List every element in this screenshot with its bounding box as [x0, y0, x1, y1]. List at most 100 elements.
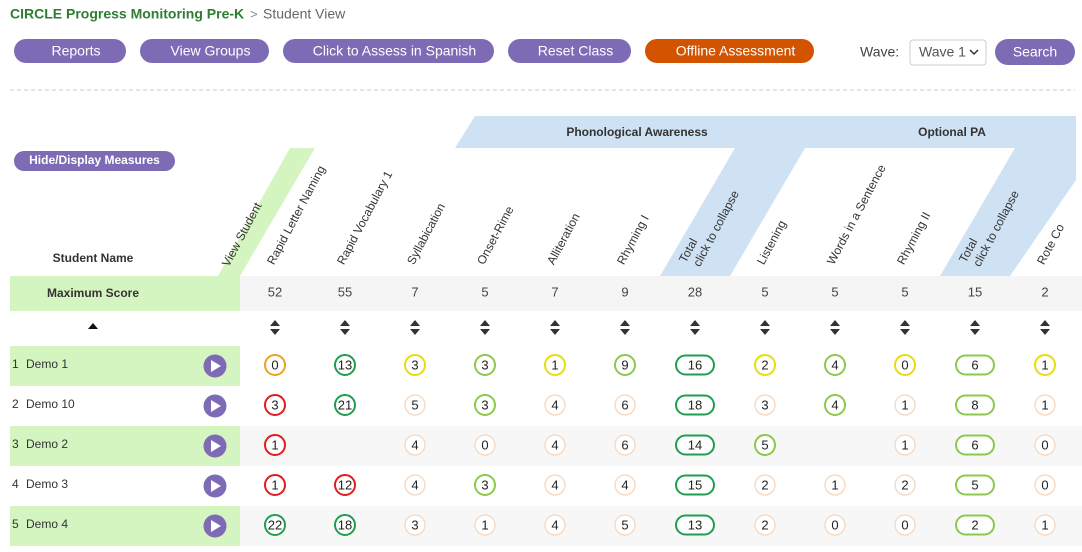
score: 1	[271, 477, 278, 492]
score-cell[interactable]: 6	[614, 434, 636, 456]
score-cell[interactable]: 2	[955, 514, 995, 536]
score: 2	[761, 477, 768, 492]
hide-display-button[interactable]: Hide/Display Measures	[14, 151, 175, 171]
toolbar-button[interactable]: View Groups	[140, 39, 269, 63]
score-cell[interactable]: 5	[754, 434, 776, 456]
score-cell[interactable]: 1	[474, 514, 496, 536]
sort-icon[interactable]	[1040, 320, 1050, 335]
score-cell[interactable]: 22	[264, 514, 286, 536]
score-cell[interactable]: 3	[264, 394, 286, 416]
score-cell[interactable]: 5	[404, 394, 426, 416]
score-cell[interactable]: 6	[955, 434, 995, 456]
button-bg	[995, 39, 1075, 65]
score-cell[interactable]: 2	[754, 354, 776, 376]
select-arrow	[969, 49, 979, 56]
sort-icon[interactable]	[900, 320, 910, 335]
score-cell[interactable]: 4	[544, 434, 566, 456]
view-student-button[interactable]	[203, 474, 227, 498]
score-cell[interactable]: 1	[544, 354, 566, 376]
score-cell[interactable]: 3	[754, 394, 776, 416]
score: 5	[411, 397, 418, 412]
score-cell[interactable]: 1	[894, 394, 916, 416]
score-cell[interactable]: 14	[675, 434, 715, 456]
score-cell[interactable]: 6	[614, 394, 636, 416]
button-label: Hide/Display Measures	[29, 153, 160, 167]
score-badge	[544, 434, 566, 456]
score-cell[interactable]: 4	[544, 514, 566, 536]
toolbar-button[interactable]: Reset Class	[508, 39, 631, 63]
score-cell[interactable]: 15	[675, 474, 715, 496]
score-cell[interactable]: 0	[894, 354, 916, 376]
toolbar-button[interactable]: Reports	[14, 39, 126, 63]
view-student-button[interactable]	[203, 394, 227, 418]
sort-icon[interactable]	[410, 320, 420, 335]
score-cell[interactable]: 9	[614, 354, 636, 376]
wave-select[interactable]: Wave 1	[909, 39, 987, 66]
button-label: View Groups	[171, 43, 251, 59]
score-cell[interactable]: 13	[334, 354, 356, 376]
score-cell[interactable]: 3	[404, 514, 426, 536]
score-cell[interactable]: 16	[675, 354, 715, 376]
score-cell[interactable]: 1	[1034, 394, 1056, 416]
score-cell[interactable]: 13	[675, 514, 715, 536]
sort-icon[interactable]	[690, 320, 700, 335]
score-cell[interactable]: 0	[474, 434, 496, 456]
score-cell[interactable]: 3	[474, 474, 496, 496]
score-cell[interactable]: 18	[675, 394, 715, 416]
score-cell[interactable]: 4	[824, 354, 846, 376]
score-cell[interactable]: 4	[614, 474, 636, 496]
score-cell[interactable]: 0	[264, 354, 286, 376]
toolbar-button[interactable]: Click to Assess in Spanish	[283, 39, 494, 63]
score-cell[interactable]: 4	[404, 474, 426, 496]
sort-icon[interactable]	[620, 320, 630, 335]
search-button[interactable]: Search	[995, 39, 1075, 65]
sort-icon[interactable]	[480, 320, 490, 335]
score-cell[interactable]: 2	[754, 514, 776, 536]
view-student-button[interactable]	[203, 354, 227, 378]
score-cell[interactable]: 4	[544, 394, 566, 416]
score-cell[interactable]: 2	[754, 474, 776, 496]
score-badge	[675, 514, 715, 536]
score-cell[interactable]: 2	[894, 474, 916, 496]
score-cell[interactable]: 18	[334, 514, 356, 536]
score-cell[interactable]: 8	[955, 394, 995, 416]
score-cell[interactable]: 4	[404, 434, 426, 456]
score-cell[interactable]: 5	[955, 474, 995, 496]
score-cell[interactable]: 3	[404, 354, 426, 376]
sort-icon[interactable]	[550, 320, 560, 335]
sort-icon[interactable]	[760, 320, 770, 335]
score-badge	[894, 514, 916, 536]
toolbar-button[interactable]: Offline Assessment	[645, 39, 814, 63]
sort-icon[interactable]	[270, 320, 280, 335]
view-student-button[interactable]	[203, 514, 227, 538]
score-cell[interactable]: 3	[474, 354, 496, 376]
score-cell[interactable]: 0	[1034, 434, 1056, 456]
score-cell[interactable]: 0	[894, 514, 916, 536]
score-badge	[754, 474, 776, 496]
score-badge	[544, 514, 566, 536]
score-cell[interactable]: 4	[824, 394, 846, 416]
score-cell[interactable]: 1	[264, 434, 286, 456]
measure-header: Words in a Sentence	[824, 162, 889, 267]
sort-icon[interactable]	[830, 320, 840, 335]
score-cell[interactable]: 1	[1034, 514, 1056, 536]
breadcrumb-sep: >	[250, 6, 258, 21]
score-cell[interactable]: 1	[824, 474, 846, 496]
score-cell[interactable]: 6	[955, 354, 995, 376]
max-score: 2	[1041, 284, 1048, 299]
score-cell[interactable]: 4	[544, 474, 566, 496]
score-cell[interactable]: 5	[614, 514, 636, 536]
score-cell[interactable]: 0	[1034, 474, 1056, 496]
score-cell[interactable]: 1	[1034, 354, 1056, 376]
sort-icon[interactable]	[340, 320, 350, 335]
score-cell[interactable]: 12	[334, 474, 356, 496]
view-student-button[interactable]	[203, 434, 227, 458]
score-cell[interactable]: 3	[474, 394, 496, 416]
score-cell[interactable]: 1	[264, 474, 286, 496]
score-cell[interactable]: 21	[334, 394, 356, 416]
sort-icon[interactable]	[970, 320, 980, 335]
score-cell[interactable]: 1	[894, 434, 916, 456]
score-badge	[824, 354, 846, 376]
score-cell[interactable]: 0	[824, 514, 846, 536]
score: 3	[411, 357, 418, 372]
